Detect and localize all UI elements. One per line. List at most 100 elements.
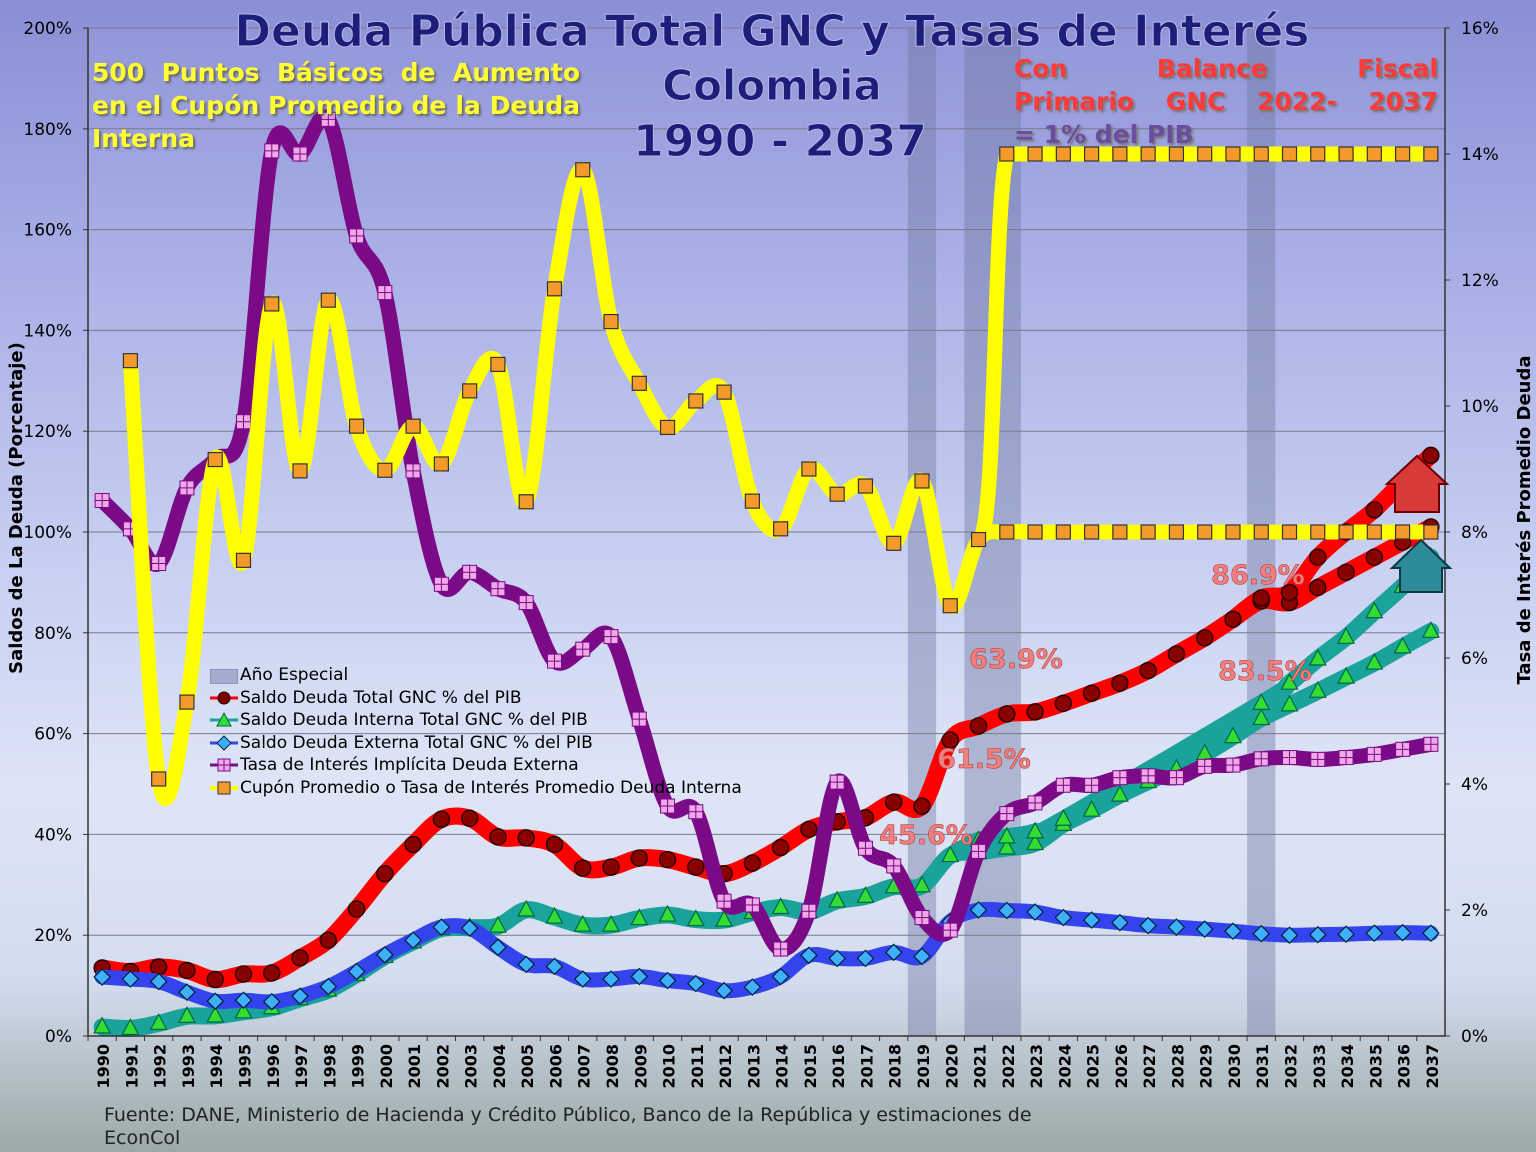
data-point-alt-cupon [1112,146,1128,162]
data-point-interna [93,1016,112,1034]
data-point-alt-interna [1054,809,1073,826]
data-point-tasa_ext [292,146,308,162]
data-point-total [658,850,677,869]
chart-subtitle-years: 1990 - 2037 [633,116,927,167]
legend-item-total: Saldo Deuda Total GNC % del PIB [208,687,742,710]
data-point-tasa_ext [405,463,421,479]
data-point-externa [347,962,366,981]
data-point-interna [602,914,621,932]
data-point-cupon [377,462,393,478]
x-tick-label: 2011 [688,1044,707,1089]
data-point-externa [489,938,507,957]
data-point-cupon [151,771,167,787]
data-point-alt-cupon [1084,146,1100,162]
legend-item-interna: Saldo Deuda Interna Total GNC % del PIB [208,709,742,732]
x-tick-label: 1997 [292,1044,311,1089]
data-point-alt-cupon [1366,146,1382,162]
data-point-cupon [575,162,591,178]
data-point-alt-cupon [1281,146,1298,162]
legend-swatch-interna [208,710,240,730]
note-fiscal-balance: Con Balance Fiscal Primario GNC 2022- 20… [1014,52,1438,151]
data-point-alt-cupon [1394,146,1411,162]
data-point-tasa_ext [773,941,789,957]
annotation-label: 63.9% [969,644,1063,675]
note-fiscal-line1: Con Balance Fiscal [1014,54,1438,83]
data-point-tasa_ext [546,653,562,669]
series-cupon [122,146,1439,806]
data-point-total [545,835,564,854]
data-point-cupon [1423,524,1439,540]
y-tick-label: 120% [23,422,72,442]
y-tick-label: 100% [23,523,72,543]
data-point-alt-interna [1252,693,1271,710]
data-point-alt-total [1365,501,1384,519]
data-point-externa [1167,918,1186,936]
chart-title-group: Deuda Pública Total GNC y Tasas de Inter… [234,6,1310,168]
data-point-cupon [1253,524,1269,540]
data-point-externa [1054,908,1073,927]
data-point-alt-interna [1308,648,1327,666]
data-point-cupon [603,313,619,330]
data-point-externa [1280,926,1299,945]
note-fiscal-line2: Primario GNC 2022- 2037 [1014,87,1438,116]
data-point-cupon [348,418,365,434]
data-point-cupon [857,478,874,494]
data-point-cupon [122,353,139,369]
data-point-interna [1365,652,1384,670]
x-tick-label: 1998 [320,1044,339,1089]
data-point-interna [686,909,705,927]
data-point-externa [1026,903,1044,921]
data-point-cupon [320,292,336,308]
data-point-tasa_ext [886,858,902,874]
data-point-tasa_ext [1225,757,1241,773]
data-point-interna [121,1018,140,1036]
x-tick-label: 2035 [1366,1044,1385,1089]
data-point-cupon [235,552,252,568]
y-axis-title: Saldos de La Deuda (Porcentaje) [6,342,27,674]
x-tick-label: 2000 [377,1044,396,1089]
data-point-cupon [999,524,1015,540]
data-point-tasa_ext [1366,746,1382,762]
data-point-externa [1082,911,1101,929]
x-tick-label: 2015 [801,1044,820,1089]
y-tick-label: 80% [34,624,72,644]
annotation-label: 86.9% [1211,560,1305,591]
x-tick-label: 1999 [349,1044,368,1089]
data-point-tasa_ext [349,228,365,244]
data-point-externa [319,977,338,996]
red-up-arrow-icon [1384,454,1450,513]
data-point-alt-total [1422,446,1440,465]
data-point-interna [1223,726,1242,744]
x-tick-label: 1992 [151,1044,170,1089]
data-point-tasa_ext [575,641,591,657]
data-point-interna [1252,708,1271,726]
legend-label: Saldo Deuda Total GNC % del PIB [240,687,522,708]
data-point-interna [1393,636,1412,654]
data-point-total [1139,661,1157,680]
data-point-tasa_ext [1395,741,1411,757]
annotation-label: 61.5% [937,744,1031,775]
data-point-externa [800,946,818,965]
data-point-externa [1308,925,1327,944]
y-tick-label: 0% [45,1027,72,1047]
x-tick-label: 2025 [1084,1044,1103,1089]
data-point-externa [658,971,677,990]
data-point-externa [828,949,847,968]
data-point-total [913,797,931,815]
data-point-tasa_ext [1253,751,1269,767]
data-point-total [489,828,507,846]
axes: 0% 20% 40% 60% 80% 100% 120% 140% 160% 180% 200% 0%… [23,19,1498,1089]
data-point-tasa_ext [1338,750,1354,766]
data-point-tasa_ext [94,493,110,508]
data-point-tasa_ext [1282,750,1298,766]
data-point-total [1026,703,1044,721]
data-point-total [291,949,309,967]
legend-label: Tasa de Interés Implícita Deuda Externa [240,755,579,776]
data-point-alt-cupon [1338,146,1354,162]
y-tick-label: 160% [23,221,72,241]
y-tick-label: 60% [34,725,72,745]
data-point-externa [460,919,479,937]
x-tick-label: 1994 [207,1044,226,1089]
x-tick-label: 2004 [490,1044,509,1089]
x-tick-label: 2013 [744,1044,763,1089]
